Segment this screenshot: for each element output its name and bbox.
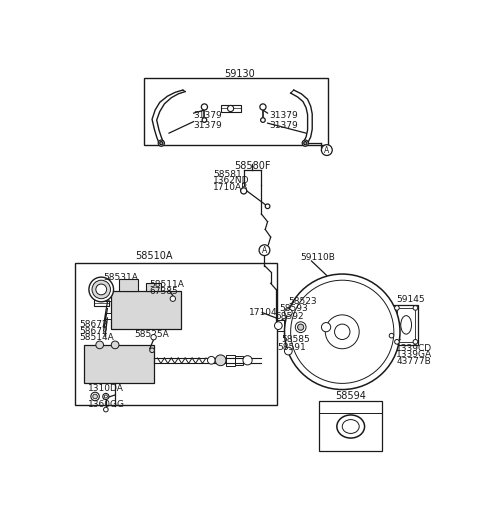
Text: 58510A: 58510A xyxy=(135,251,172,261)
Bar xyxy=(315,322,323,332)
Circle shape xyxy=(260,104,266,110)
Text: 58525A: 58525A xyxy=(134,330,169,339)
Circle shape xyxy=(275,322,282,329)
Text: 1339CD: 1339CD xyxy=(396,344,432,353)
Circle shape xyxy=(322,145,332,155)
Circle shape xyxy=(96,284,107,295)
Bar xyxy=(273,320,284,331)
Circle shape xyxy=(104,408,108,412)
Circle shape xyxy=(96,341,104,349)
Circle shape xyxy=(207,356,215,364)
Circle shape xyxy=(395,339,399,344)
Circle shape xyxy=(285,309,292,317)
Text: 58672: 58672 xyxy=(79,327,108,336)
Circle shape xyxy=(240,188,247,194)
Circle shape xyxy=(389,334,394,338)
Circle shape xyxy=(259,245,270,255)
Text: 58580F: 58580F xyxy=(234,161,270,171)
Bar xyxy=(75,262,277,405)
Text: 58514A: 58514A xyxy=(79,334,114,343)
Circle shape xyxy=(111,341,119,349)
Circle shape xyxy=(413,339,418,344)
Text: 59130: 59130 xyxy=(224,69,254,79)
Text: 1310DA: 1310DA xyxy=(88,384,124,393)
Text: 58511A: 58511A xyxy=(150,280,185,289)
Circle shape xyxy=(93,394,97,399)
Text: 58523: 58523 xyxy=(288,296,317,305)
Ellipse shape xyxy=(289,317,297,329)
Bar xyxy=(319,401,382,451)
Text: A: A xyxy=(324,146,329,155)
Text: 58581: 58581 xyxy=(213,170,241,179)
Circle shape xyxy=(295,322,306,332)
Text: 67385: 67385 xyxy=(150,287,179,296)
Ellipse shape xyxy=(401,315,411,334)
Circle shape xyxy=(243,356,252,365)
Bar xyxy=(226,355,235,365)
Circle shape xyxy=(103,393,109,400)
Circle shape xyxy=(304,142,307,145)
Text: 31379: 31379 xyxy=(193,121,222,130)
Circle shape xyxy=(285,347,292,355)
Circle shape xyxy=(202,118,207,122)
Text: 58585: 58585 xyxy=(281,335,310,344)
Circle shape xyxy=(395,305,399,310)
Bar xyxy=(111,291,180,329)
Circle shape xyxy=(261,118,265,122)
Circle shape xyxy=(201,104,207,110)
Bar xyxy=(397,308,415,342)
Circle shape xyxy=(92,280,110,298)
Bar xyxy=(105,312,111,319)
Bar xyxy=(105,295,111,301)
Circle shape xyxy=(151,335,156,340)
Ellipse shape xyxy=(337,415,365,438)
Bar xyxy=(235,356,243,365)
Text: 1710AB: 1710AB xyxy=(213,182,248,192)
Bar xyxy=(119,279,138,291)
Bar xyxy=(221,105,240,112)
Text: 58593: 58593 xyxy=(279,304,308,313)
Circle shape xyxy=(302,140,308,146)
Text: 59110B: 59110B xyxy=(300,253,335,262)
Bar xyxy=(306,321,315,334)
Circle shape xyxy=(322,322,331,332)
Text: 31379: 31379 xyxy=(193,111,222,120)
Text: 58531A: 58531A xyxy=(104,272,138,281)
Circle shape xyxy=(158,140,164,146)
Text: 1339GA: 1339GA xyxy=(396,351,432,360)
Bar xyxy=(94,297,109,306)
Text: 58672: 58672 xyxy=(79,320,108,329)
Text: 59145: 59145 xyxy=(396,295,425,304)
Text: A: A xyxy=(262,246,267,255)
Circle shape xyxy=(285,274,400,389)
Circle shape xyxy=(170,296,176,302)
Bar xyxy=(144,78,328,145)
Circle shape xyxy=(265,204,270,209)
Circle shape xyxy=(215,355,226,365)
Bar xyxy=(146,283,161,291)
Circle shape xyxy=(228,105,234,112)
Circle shape xyxy=(91,392,99,401)
Text: 17104: 17104 xyxy=(249,308,278,317)
Text: 31379: 31379 xyxy=(269,111,298,120)
Circle shape xyxy=(104,395,108,398)
Text: 1360GG: 1360GG xyxy=(88,400,125,409)
Text: 1362ND: 1362ND xyxy=(213,177,250,185)
Circle shape xyxy=(160,142,163,145)
Text: 43777B: 43777B xyxy=(396,356,431,365)
Text: 31379: 31379 xyxy=(269,121,298,130)
Bar xyxy=(394,305,419,345)
Circle shape xyxy=(413,305,418,310)
Circle shape xyxy=(150,348,155,353)
Bar xyxy=(84,345,154,384)
Circle shape xyxy=(89,277,114,302)
Text: 58591: 58591 xyxy=(277,343,306,352)
Text: 58594: 58594 xyxy=(336,390,366,401)
Ellipse shape xyxy=(342,420,359,434)
Text: 58592: 58592 xyxy=(275,312,304,321)
Circle shape xyxy=(298,324,304,330)
